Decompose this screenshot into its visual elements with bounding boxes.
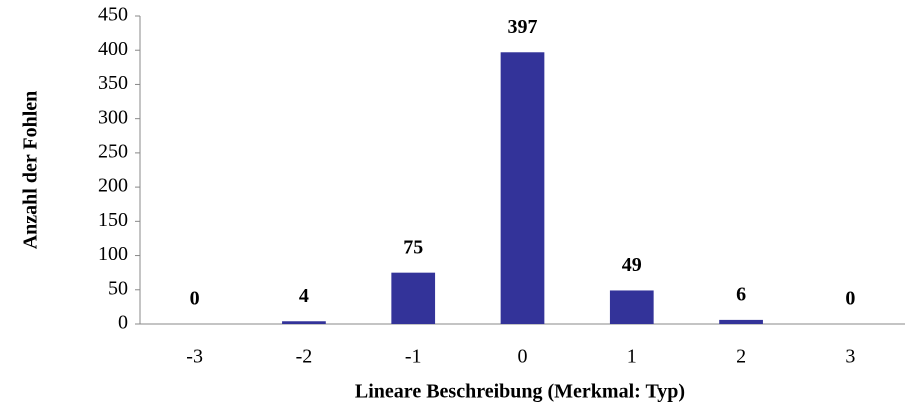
y-tick-label: 200: [98, 175, 128, 197]
y-tick-label: 150: [98, 209, 128, 231]
data-label: 0: [845, 288, 855, 310]
bar: [500, 52, 545, 325]
bar: [391, 272, 436, 324]
y-tick-label: 400: [98, 38, 128, 60]
x-tick-label: -2: [296, 346, 313, 368]
y-tick-label: 100: [98, 243, 128, 265]
x-tick-label: 3: [845, 346, 855, 368]
x-axis-title: Lineare Beschreibung (Merkmal: Typ): [355, 381, 685, 403]
y-tick-label: 50: [108, 277, 128, 299]
x-tick-label: -1: [405, 346, 422, 368]
x-tick-label: 0: [518, 346, 528, 368]
y-tick-label: 350: [98, 72, 128, 94]
bar: [719, 319, 763, 324]
data-label: 397: [508, 16, 538, 38]
data-label: 49: [622, 254, 642, 276]
y-tick-label: 0: [118, 312, 128, 334]
data-label: 6: [736, 283, 746, 305]
x-tick-label: 2: [736, 346, 746, 368]
y-tick-label: 300: [98, 106, 128, 128]
bar: [282, 321, 326, 324]
y-tick-label: 450: [98, 4, 128, 26]
bar: [609, 290, 654, 324]
x-tick-label: -3: [186, 346, 203, 368]
data-label: 0: [190, 288, 200, 310]
y-axis-title: Anzahl der Fohlen: [20, 91, 42, 250]
y-tick-label: 250: [98, 140, 128, 162]
x-tick-label: 1: [627, 346, 637, 368]
data-label: 4: [299, 285, 309, 307]
data-label: 75: [403, 236, 423, 258]
